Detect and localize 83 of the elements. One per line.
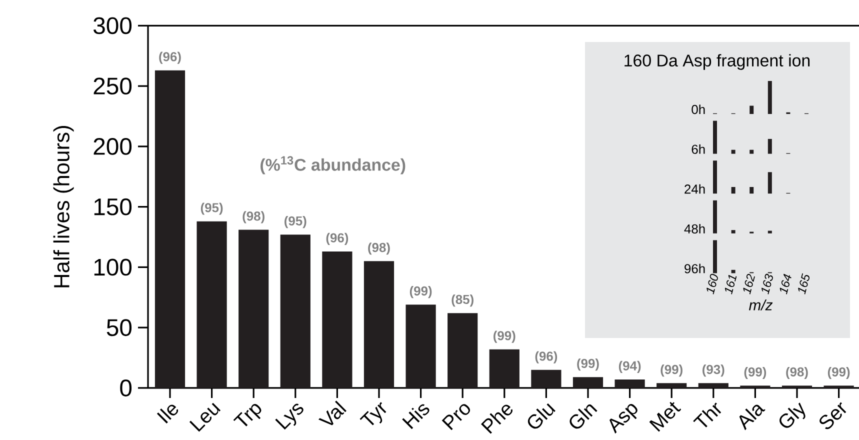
- x-tick-label: Asp: [610, 404, 638, 434]
- x-tick-label: Met: [649, 402, 682, 432]
- x-tick-label: Ser: [820, 402, 846, 430]
- x-tick-label: His: [402, 404, 430, 430]
- chart-title: 160 Da Asp fragment ion: [624, 54, 810, 70]
- series-label: 0h: [692, 104, 705, 114]
- x-tick-label: Leu: [189, 402, 221, 432]
- bar: [768, 172, 772, 194]
- bar: [768, 230, 772, 234]
- annotation: (99): [494, 330, 516, 343]
- bar: [364, 261, 394, 388]
- bar: [750, 186, 754, 194]
- x-tick-label: 165: [798, 273, 810, 294]
- bar: [731, 186, 736, 194]
- annotation: (96): [159, 52, 181, 64]
- bar: [489, 349, 520, 388]
- bar: [750, 150, 754, 154]
- x-tick-label: Glu: [528, 403, 556, 429]
- x-tick-label: 160: [706, 274, 718, 294]
- bar: [750, 106, 754, 114]
- bar: [406, 304, 436, 388]
- annotation: (85): [452, 294, 474, 307]
- series-label: 24h: [684, 184, 705, 194]
- x-tick-label: Val: [318, 400, 346, 426]
- y-axis-title: Half lives (hours): [53, 126, 74, 288]
- x-tick-label: Trp: [233, 404, 262, 426]
- x-tick-label: Ala: [739, 404, 766, 430]
- y-tick-label: 250: [94, 78, 132, 95]
- bar: [768, 80, 772, 114]
- series-label: 6h: [692, 144, 705, 154]
- x-tick-label: Lys: [275, 404, 304, 430]
- bar: [448, 313, 478, 388]
- annotation: (%$^{13}$C abundance): [260, 156, 406, 174]
- x-tick-label: Tyr: [360, 402, 386, 426]
- annotation: (96): [535, 351, 558, 364]
- x-tick-label: 164: [780, 274, 792, 294]
- y-tick-label: 300: [94, 17, 132, 34]
- x-tick-label: 161: [724, 274, 737, 294]
- bar: [280, 234, 310, 388]
- x-tick-label: Thr: [693, 402, 722, 428]
- bar: [572, 377, 604, 388]
- annotation: (99): [577, 358, 599, 371]
- annotation: (99): [828, 366, 850, 380]
- annotation: (99): [744, 366, 766, 380]
- annotation: (96): [326, 232, 348, 245]
- annotation: (98): [368, 242, 390, 255]
- annotation: (95): [284, 216, 306, 228]
- bar: [656, 383, 687, 388]
- y-tick-label: 150: [94, 198, 132, 216]
- bar: [238, 230, 269, 388]
- x-tick-label: 163: [762, 274, 773, 294]
- bar: [731, 230, 736, 234]
- bar: [322, 252, 352, 388]
- annotation: (98): [242, 211, 264, 224]
- annotation: (95): [200, 202, 223, 215]
- y-tick-label: 200: [94, 138, 132, 155]
- annotation: (98): [786, 366, 808, 380]
- series-label: 48h: [684, 224, 705, 234]
- annotation: (94): [618, 360, 641, 374]
- x-axis-title: m/z: [748, 299, 773, 310]
- y-tick-label: 0: [120, 380, 132, 396]
- bar: [731, 150, 736, 154]
- bar: [196, 221, 227, 388]
- y-tick-label: 50: [106, 319, 132, 336]
- bar: [531, 370, 562, 388]
- annotation: (93): [702, 364, 724, 377]
- annotation: (99): [660, 364, 682, 377]
- bar: [713, 120, 718, 154]
- x-tick-label: Phe: [481, 404, 512, 434]
- annotation: (99): [410, 286, 432, 298]
- bar: [713, 200, 718, 234]
- x-tick-label: 162: [743, 274, 755, 294]
- bar: [713, 160, 718, 194]
- x-tick-label: Pro: [442, 404, 470, 430]
- bar: [614, 380, 645, 388]
- x-tick-label: Gln: [570, 404, 598, 429]
- series-label: 96h: [684, 264, 705, 274]
- x-tick-label: Gly: [780, 402, 806, 428]
- bar: [154, 70, 186, 388]
- y-tick-label: 100: [94, 258, 132, 276]
- bar: [698, 383, 728, 388]
- bar: [768, 138, 772, 154]
- x-tick-label: Ile: [156, 404, 178, 424]
